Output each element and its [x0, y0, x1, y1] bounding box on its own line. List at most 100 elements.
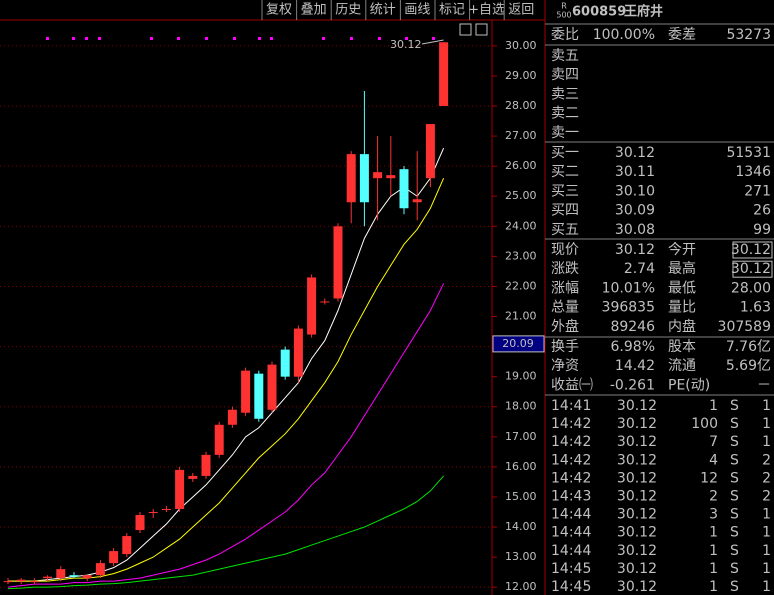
toolbar-button[interactable]: 返回: [508, 3, 534, 18]
trade-count: 1: [762, 398, 771, 414]
y-tick-label: 23.00: [505, 249, 537, 262]
candle-body: [425, 124, 435, 179]
ask-label: 卖三: [551, 86, 579, 102]
exchange: 500: [556, 11, 571, 20]
fundamental-value: 6.98%: [611, 339, 655, 355]
trade-side: S: [730, 543, 739, 559]
toolbar-button[interactable]: 标记: [439, 3, 465, 18]
candle-body: [333, 226, 343, 299]
trade-volume: 1: [709, 398, 718, 414]
trade-price: 30.12: [617, 452, 657, 468]
stat-label: 现价: [551, 242, 579, 258]
toolbar-button[interactable]: 历史: [335, 3, 361, 18]
y-tick-label: 22.00: [505, 279, 537, 292]
trade-price: 30.12: [617, 579, 657, 595]
candle-body: [227, 409, 237, 425]
toolbar-button[interactable]: 复权: [266, 2, 292, 18]
trade-count: 1: [762, 507, 771, 523]
marker-dot: [350, 37, 353, 40]
stat-label: 量比: [668, 300, 696, 316]
ask-label: 卖四: [551, 67, 579, 83]
toolbar-button[interactable]: +自选: [468, 3, 505, 18]
candle-body: [307, 277, 317, 335]
candle-body: [399, 169, 409, 209]
trade-time: 14:42: [551, 416, 591, 432]
icon[interactable]: [475, 23, 488, 36]
bid-price: 30.12: [615, 145, 655, 161]
trade-count: 2: [762, 489, 771, 505]
trade-side: S: [730, 507, 739, 523]
stat-label: 涨幅: [551, 280, 579, 296]
candle-body: [293, 328, 303, 377]
marker-dot: [405, 37, 408, 40]
candle-body: [359, 154, 369, 203]
candle-body: [412, 199, 422, 203]
candle-body: [188, 475, 198, 479]
stock-name: 王府井: [624, 4, 663, 20]
y-tick-label: 26.00: [505, 159, 537, 172]
fundamental-label: 股本: [668, 339, 696, 355]
icon[interactable]: [459, 23, 472, 36]
marker-dot: [205, 37, 208, 40]
marker-dot: [378, 37, 381, 40]
candle-body: [3, 581, 13, 583]
y-tick-label: 25.00: [505, 189, 537, 202]
trade-time: 14:42: [551, 434, 591, 450]
value-box: [732, 241, 773, 259]
trade-price: 30.12: [617, 525, 657, 541]
trade-side: S: [730, 434, 739, 450]
trade-side: S: [730, 489, 739, 505]
trade-side: S: [730, 398, 739, 414]
stat-label: 总量: [551, 300, 579, 316]
section-lines: [545, 23, 774, 396]
candle-body: [439, 42, 449, 107]
trade-side: S: [730, 470, 739, 486]
y-tick-label: 24.00: [505, 219, 537, 232]
y-tick-label: 28.00: [505, 99, 537, 112]
fundamental-label: 净资: [551, 358, 579, 374]
trade-volume: 1: [709, 579, 718, 595]
trade-count: 1: [762, 561, 771, 577]
trade-count: 1: [762, 416, 771, 432]
trade-price: 30.12: [617, 398, 657, 414]
bid-volume: 99: [753, 222, 771, 238]
candle-body: [320, 301, 330, 303]
trade-volume: 100: [691, 416, 718, 432]
cursor-label: 20.09: [502, 337, 534, 350]
ma-line: [8, 177, 445, 582]
trade-price: 30.12: [617, 434, 657, 450]
trade-time: 14:45: [551, 561, 591, 577]
stat-value: 1.63: [740, 300, 771, 316]
marker-dot: [233, 37, 236, 40]
marker-dot: [177, 37, 180, 40]
fundamental-label: PE(动): [668, 377, 710, 393]
trade-count: 1: [762, 525, 771, 541]
trade-volume: 7: [709, 434, 718, 450]
bid-price: 30.11: [615, 164, 655, 180]
high-pointer: [421, 39, 444, 45]
bid-label: 买一: [551, 145, 579, 161]
trade-volume: 1: [709, 561, 718, 577]
y-tick-label: 17.00: [505, 430, 537, 443]
bid-label: 买二: [551, 164, 579, 180]
ask-label: 卖五: [551, 48, 579, 64]
stat-value: 30.12: [731, 261, 771, 277]
bid-price: 30.10: [615, 183, 655, 199]
toolbar-button[interactable]: 统计: [370, 3, 396, 18]
trade-time: 14:44: [551, 507, 591, 523]
trade-count: 2: [762, 470, 771, 486]
candle-body: [148, 511, 158, 513]
toolbar-button[interactable]: 叠加: [301, 3, 327, 18]
trade-volume: 3: [709, 507, 718, 523]
trade-time: 14:41: [551, 398, 591, 414]
stat-value: 307589: [718, 319, 771, 335]
order-ratio-value: 100.00%: [593, 27, 655, 43]
ma-line: [7, 283, 445, 588]
candle-body: [201, 454, 211, 476]
order-ratio-label: 委比: [551, 27, 579, 43]
exchange: R: [561, 2, 567, 11]
toolbar-button[interactable]: 画线: [404, 3, 430, 18]
marker-dot: [46, 37, 49, 40]
trade-volume: 1: [709, 543, 718, 559]
